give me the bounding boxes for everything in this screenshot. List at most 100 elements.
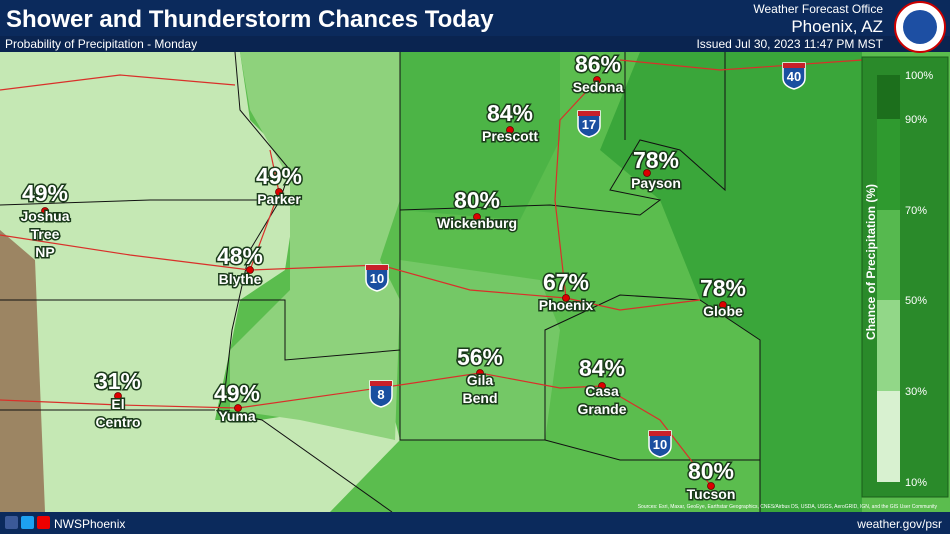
city-dot: [246, 266, 254, 274]
city-dot: [598, 382, 606, 390]
city-pop: 84%: [579, 355, 625, 381]
roads: [0, 59, 863, 487]
interstate-shield: [365, 264, 389, 292]
legend-tick-label: 100%: [905, 70, 933, 82]
boundaries: [0, 51, 761, 513]
city-name: Tree: [31, 226, 60, 242]
legend-tick-label: 30%: [905, 386, 927, 398]
city-dot: [719, 301, 727, 309]
city-pop: 49%: [22, 180, 68, 206]
city-pop: 49%: [214, 380, 260, 406]
light-region: [0, 52, 400, 512]
city-pop: 31%: [95, 368, 141, 394]
county-line: [0, 299, 401, 361]
legend-swatch: [877, 391, 900, 482]
shield-top: [783, 63, 805, 68]
city-name: Payson: [631, 175, 681, 191]
youtube-icon[interactable]: [37, 516, 50, 529]
shield-top: [649, 431, 671, 436]
road: [0, 74, 236, 91]
legend: 100% 90% 70% 50% 30% 10% Chance of Precipitat…: [861, 56, 949, 498]
location: Phoenix, AZ: [791, 17, 883, 36]
green-region: [400, 52, 560, 220]
city-dot: [476, 369, 484, 377]
city-dot: [114, 392, 122, 400]
city-dot: [593, 76, 601, 84]
city-name: Bend: [463, 390, 498, 406]
city-pop: 80%: [454, 187, 500, 213]
city-name: Grande: [577, 401, 626, 417]
attribution: Sources: Esri, Maxar, GeoEye, Earthstar …: [638, 504, 938, 510]
legend-tick-label: 50%: [905, 295, 927, 307]
city-dot: [643, 169, 651, 177]
legend-title: Chance of Precipitation (%): [864, 184, 878, 340]
interstate-number: 10: [370, 271, 384, 286]
dark-region: [600, 52, 862, 512]
city-name: Phoenix: [539, 297, 594, 313]
city-name: Casa: [585, 383, 619, 399]
interstate-number: 40: [787, 69, 801, 84]
city-name: Blythe: [219, 271, 262, 287]
road: [619, 59, 863, 71]
city-dot: [506, 126, 514, 134]
county-line: [399, 52, 761, 512]
subtitle: Probability of Precipitation - Monday: [5, 37, 197, 51]
city-name: Yuma: [218, 408, 256, 424]
legend-swatch: [877, 300, 900, 391]
issued: Issued Jul 30, 2023 11:47 PM MST: [696, 37, 883, 51]
county-line: [0, 199, 280, 206]
county-line: [399, 52, 726, 216]
city-dot: [234, 404, 242, 412]
city-dot: [41, 207, 49, 215]
interstate-number: 10: [653, 437, 667, 452]
shield-top: [578, 111, 600, 116]
shield-top: [366, 265, 388, 270]
road: [554, 79, 598, 299]
city-pop: 80%: [688, 458, 734, 484]
city-dot: [707, 482, 715, 490]
twitter-icon[interactable]: [21, 516, 34, 529]
office: Weather Forecast Office: [753, 2, 883, 16]
city-name: Globe: [703, 303, 743, 319]
shield-top: [370, 381, 392, 386]
city-name: NP: [35, 244, 54, 260]
city-pop: 84%: [487, 100, 533, 126]
city-dot: [275, 188, 283, 196]
subheader-bar: [0, 36, 950, 52]
city-pop: 78%: [633, 147, 679, 173]
nws-logo-inner: [903, 10, 937, 44]
interstate-shield: [782, 62, 806, 90]
title: Shower and Thunderstorm Chances Today: [6, 6, 494, 33]
legend-swatch: [877, 119, 900, 210]
county-line: [544, 439, 760, 461]
city-name: Prescott: [482, 128, 538, 144]
footer-bar: [0, 512, 950, 534]
city-dot: [562, 294, 570, 302]
state-line: [217, 51, 393, 513]
city-pop: 78%: [700, 275, 746, 301]
road: [0, 234, 701, 311]
mid-region: [400, 260, 560, 440]
interstate-number: 17: [582, 117, 596, 132]
city-name: Sedona: [573, 79, 624, 95]
legend-box: [861, 56, 949, 498]
legend-tick-label: 70%: [905, 205, 927, 217]
city-name: Wickenburg: [437, 215, 517, 231]
interstate-shield: [648, 430, 672, 458]
city-pop: 86%: [575, 51, 621, 77]
city-pop: 56%: [457, 344, 503, 370]
city-pop: 48%: [217, 243, 263, 269]
city-pop: 67%: [543, 269, 589, 295]
footer-handle: NWSPhoenix: [54, 517, 125, 531]
city-name: Joshua: [20, 208, 69, 224]
facebook-icon[interactable]: [5, 516, 18, 529]
legend-tick-label: 10%: [905, 477, 927, 489]
city-name: Gila: [467, 372, 494, 388]
interstate-number: 8: [377, 387, 384, 402]
city-name: El: [111, 396, 124, 412]
legend-swatch: [877, 210, 900, 300]
legend-tick-label: 90%: [905, 114, 927, 126]
city-name: Parker: [257, 191, 301, 207]
interstate-shield: [369, 380, 393, 408]
